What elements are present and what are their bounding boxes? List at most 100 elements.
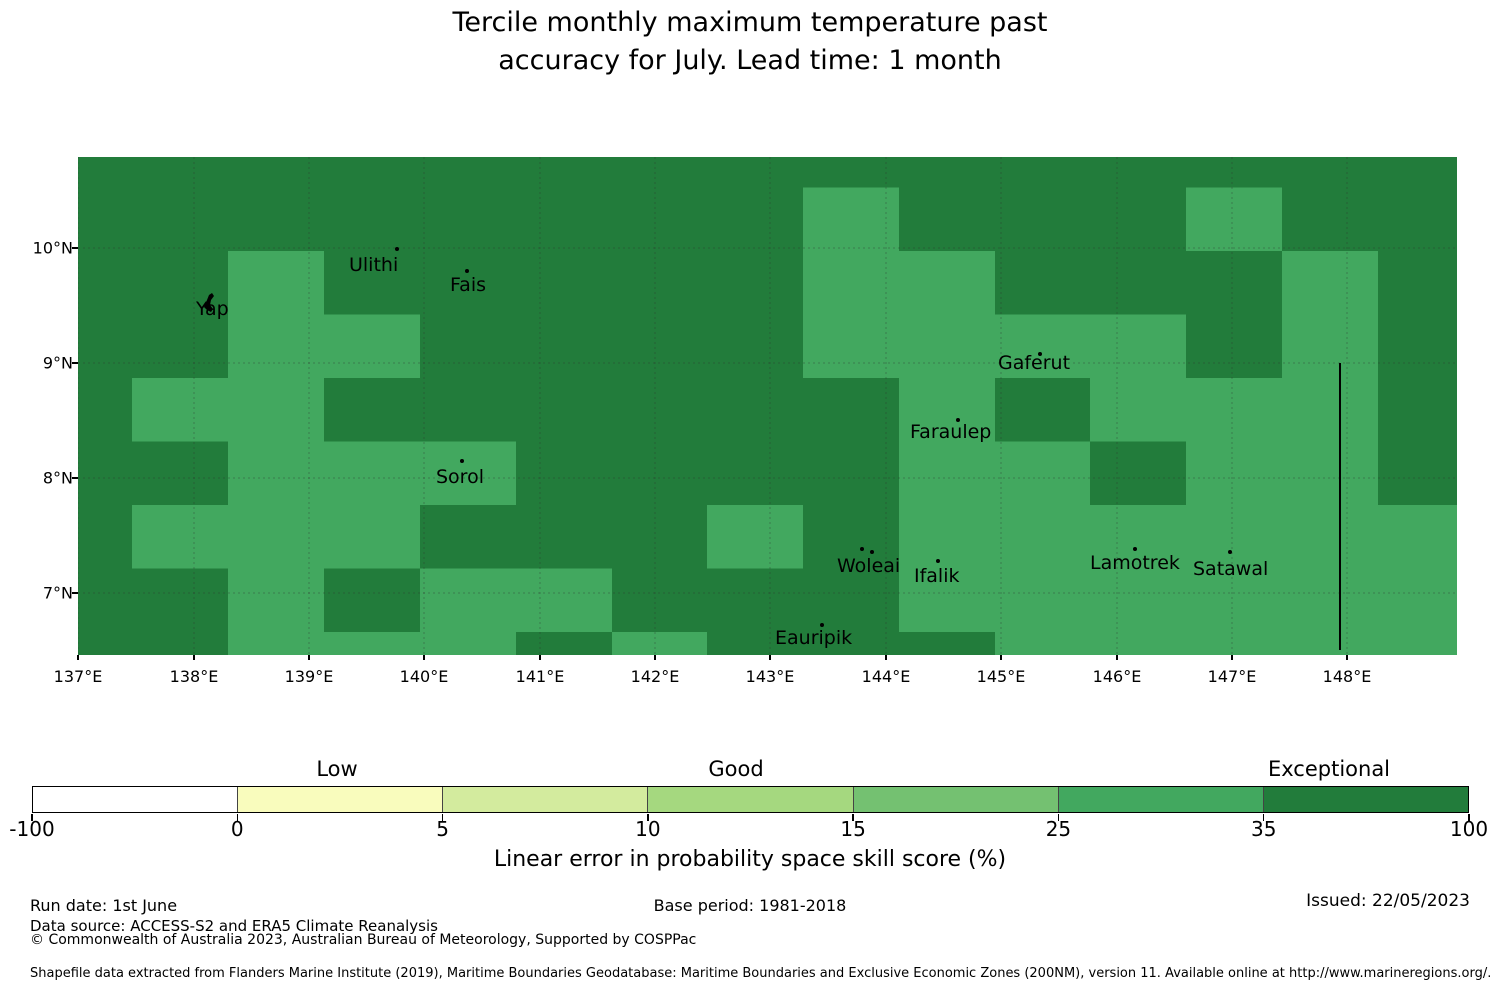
x-axis-tick-label: 139°E (284, 667, 334, 686)
island-label: Faraulep (910, 421, 992, 443)
map-cell (1282, 441, 1378, 505)
x-axis-tick-label: 138°E (169, 667, 219, 686)
map-cell (1378, 505, 1457, 569)
map-cell (1186, 568, 1282, 632)
map-cell (1090, 378, 1186, 442)
colorbar-tick-label: 100 (1449, 817, 1489, 841)
x-axis-tick-label: 142°E (630, 667, 680, 686)
colorbar-tick-mark (647, 814, 649, 821)
colorbar-tick-label: -100 (9, 817, 55, 841)
island-dot (870, 550, 874, 554)
y-axis-tick-mark (72, 592, 78, 594)
y-axis-tick-mark (72, 362, 78, 364)
x-axis-tick-mark (1231, 655, 1233, 660)
x-axis-tick-label: 147°E (1207, 667, 1257, 686)
map-cell (1090, 632, 1186, 655)
x-axis-tick-label: 140°E (399, 667, 449, 686)
island-dot (1133, 547, 1137, 551)
map-cell (1282, 251, 1378, 315)
map-cell (899, 251, 995, 315)
map-cell (324, 632, 420, 655)
map-cell (228, 632, 324, 655)
map-cell (899, 568, 995, 632)
run-date-text: Run date: 1st June (30, 896, 178, 915)
colorbar-zone-label: Exceptional (1267, 757, 1391, 781)
map-cell (132, 378, 228, 442)
colorbar-tick-mark (441, 814, 444, 821)
island-dot (820, 623, 824, 627)
x-axis-tick-mark (308, 655, 310, 660)
map-raster (78, 157, 1457, 655)
map-cell (1186, 505, 1282, 569)
chart-title-line2: accuracy for July. Lead time: 1 month (498, 45, 1002, 76)
chart-title: Tercile monthly maximum temperature past… (0, 4, 1500, 80)
x-axis-tick-label: 146°E (1092, 667, 1142, 686)
map-cell (1090, 568, 1186, 632)
island-dot (465, 269, 469, 273)
map-cell (228, 378, 324, 442)
island-label: Sorol (436, 466, 484, 488)
x-axis-tick-mark (1116, 655, 1118, 660)
map-cell (899, 505, 995, 569)
colorbar-tick-label: 10 (635, 817, 661, 841)
map-cell (228, 441, 324, 505)
map-cell (899, 441, 995, 505)
map-cell (132, 505, 228, 569)
island-dot (936, 559, 940, 563)
colorbar-segment (1262, 787, 1468, 812)
x-axis-tick-mark (193, 655, 195, 660)
x-axis-tick-label: 148°E (1322, 667, 1372, 686)
island-dot (460, 459, 464, 463)
map-cell (1186, 632, 1282, 655)
x-axis-tick-mark (1346, 655, 1348, 660)
colorbar-segment (442, 787, 648, 812)
x-axis-tick-label: 143°E (745, 667, 795, 686)
map-cell (228, 314, 324, 378)
map-cell (420, 632, 516, 655)
map-cell (1282, 378, 1378, 442)
colorbar-segment (852, 787, 1058, 812)
map-cell (1282, 568, 1378, 632)
map-cell (995, 568, 1090, 632)
x-axis-tick-label: 145°E (976, 667, 1026, 686)
colorbar-zone-label: Good (708, 757, 764, 781)
colorbar-tick-mark (1468, 814, 1470, 821)
colorbar-tick-mark (1262, 814, 1265, 821)
colorbar-tick-label: 15 (840, 817, 866, 841)
map-cell (707, 505, 803, 569)
colorbar-tick-label: 5 (436, 817, 449, 841)
map-cell (1378, 632, 1457, 655)
y-axis-tick-label: 9°N (42, 353, 73, 373)
island-label: Lamotrek (1090, 552, 1180, 574)
x-axis-tick-mark (885, 655, 887, 660)
colorbar-tick-label: 25 (1045, 817, 1072, 841)
map-cell (1186, 378, 1282, 442)
copyright-text: © Commonwealth of Australia 2023, Austra… (30, 932, 697, 948)
colorbar-axis-label: Linear error in probability space skill … (493, 847, 1007, 872)
map-cell (228, 568, 324, 632)
island-dot (956, 418, 960, 422)
island-dot (860, 547, 864, 551)
x-axis-tick-mark (77, 655, 79, 660)
colorbar-segment (237, 787, 443, 812)
issued-date-text: Issued: 22/05/2023 (1306, 891, 1470, 911)
colorbar-tick-mark (31, 814, 33, 821)
island-dot (395, 247, 399, 251)
map-cell (1282, 505, 1378, 569)
y-axis-tick-label: 10°N (32, 238, 73, 258)
map-cell (228, 505, 324, 569)
shapefile-attribution-text: Shapefile data extracted from Flanders M… (30, 966, 1492, 981)
colorbar-segment (647, 787, 853, 812)
island-dot (1228, 550, 1232, 554)
x-axis-tick-mark (539, 655, 541, 660)
map-cell (803, 251, 899, 315)
map-cell (324, 314, 420, 378)
map-cell (1090, 505, 1186, 569)
colorbar-zone-label: Low (316, 757, 358, 781)
skill-score-map: Yap Ulithi Fais Gaferut Faraulep Sorol Woleai I… (78, 157, 1457, 655)
colorbar-tick-mark (1057, 814, 1060, 821)
map-cell (803, 187, 899, 251)
chart-title-line1: Tercile monthly maximum temperature past (452, 7, 1048, 38)
map-cell (1282, 632, 1378, 655)
